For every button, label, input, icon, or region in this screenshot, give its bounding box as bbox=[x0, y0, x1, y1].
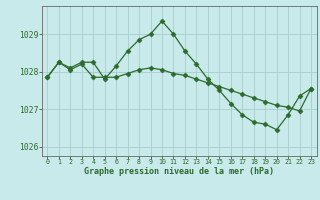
X-axis label: Graphe pression niveau de la mer (hPa): Graphe pression niveau de la mer (hPa) bbox=[84, 167, 274, 176]
